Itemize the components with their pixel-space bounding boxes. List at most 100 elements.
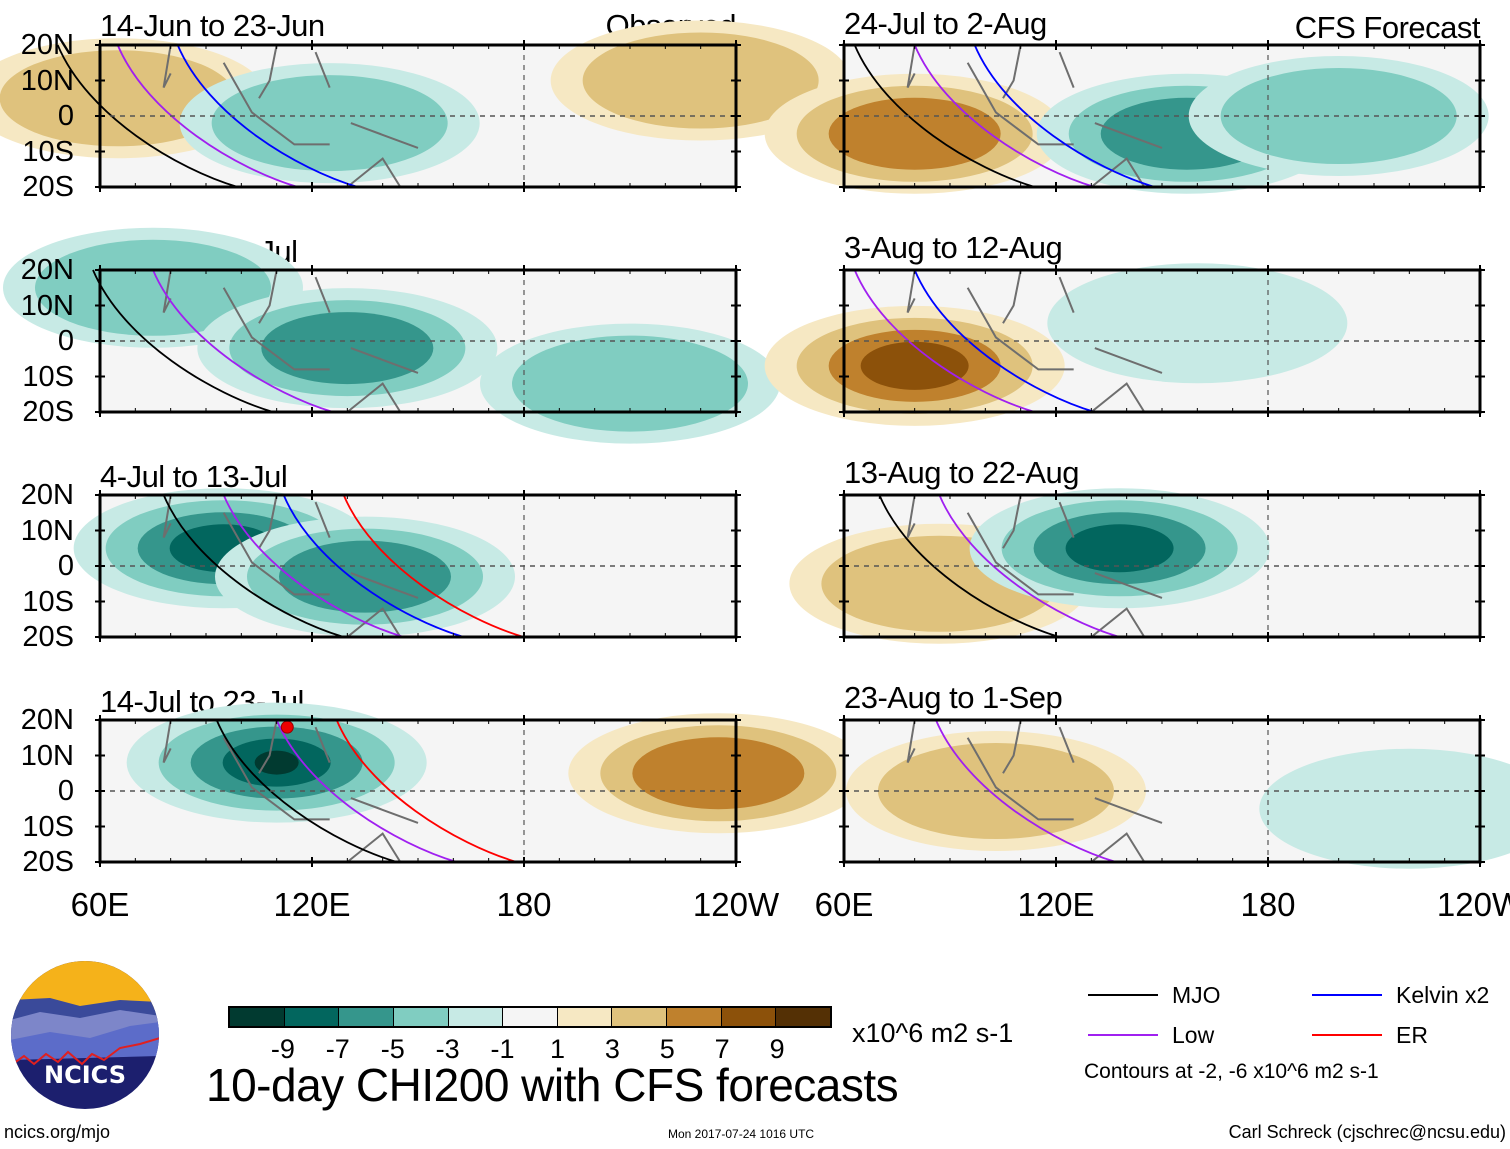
map-svg xyxy=(3,227,780,444)
y-tick-label: 10N xyxy=(20,514,74,547)
anomaly-region xyxy=(828,97,1001,170)
anomaly-region xyxy=(860,341,969,390)
contour-mjo xyxy=(853,44,1035,188)
y-tick-label: 20S xyxy=(22,171,74,203)
contour-mjo xyxy=(215,719,397,863)
y-tick-label: 10S xyxy=(22,810,74,843)
legend-item-mjo: MJO xyxy=(1088,980,1221,1010)
map-svg xyxy=(789,488,1485,644)
coastline xyxy=(162,494,419,638)
colorbar-swatch xyxy=(448,1008,504,1026)
map-panel xyxy=(764,40,1489,194)
y-tick-label: 10S xyxy=(22,135,74,168)
legend-item-low: Low xyxy=(1088,1020,1214,1050)
contour-low xyxy=(913,44,1095,188)
y-tick-label: 20N xyxy=(20,29,74,61)
y-tick-label: 10S xyxy=(22,585,74,618)
y-tick-label: 0 xyxy=(57,325,74,357)
contour-kelvin-x2 xyxy=(913,269,1095,413)
colorbar-swatch xyxy=(612,1008,668,1026)
x-tick-label: 120E xyxy=(1017,886,1095,923)
legend-line-low xyxy=(1088,1034,1158,1036)
x-tick-label: 60E xyxy=(814,886,874,923)
anomaly-region xyxy=(279,540,451,613)
panel-title: 3-Aug to 12-Aug xyxy=(844,230,1063,265)
colorbar-units: x10^6 m2 s-1 xyxy=(852,1018,1014,1048)
y-tick-label: 20N xyxy=(20,479,74,511)
timestamp: Mon 2017-07-24 1016 UTC xyxy=(668,1127,815,1141)
map-panel xyxy=(0,20,851,192)
x-tick-label: 60E xyxy=(70,886,130,923)
map-panel xyxy=(789,488,1485,644)
colorbar-tick-label: 5 xyxy=(659,1034,675,1064)
legend-label: ER xyxy=(1396,1021,1428,1048)
legend-line-er xyxy=(1312,1034,1382,1036)
anomaly-region xyxy=(582,32,819,129)
anomaly-region xyxy=(1065,524,1174,573)
legend-line-mjo xyxy=(1088,994,1158,996)
x-tick-label: 120W xyxy=(1436,886,1510,923)
colorbar-tick-label: -9 xyxy=(270,1034,295,1064)
colorbar-tick-label: 1 xyxy=(549,1034,565,1064)
colorbar xyxy=(228,1006,832,1028)
logo-text: NCICS xyxy=(44,1061,126,1089)
y-tick-label: 20S xyxy=(22,846,74,878)
coastline xyxy=(906,44,1163,188)
y-tick-label: 20S xyxy=(22,621,74,653)
anomaly-region xyxy=(1047,263,1348,384)
map-panel xyxy=(95,702,869,867)
colorbar-tick-label: -1 xyxy=(490,1034,515,1064)
anomaly-region xyxy=(632,737,805,810)
contour-mjo xyxy=(878,494,1060,638)
legend-line-kelvin xyxy=(1312,994,1382,996)
y-tick-label: 10N xyxy=(20,64,74,97)
panel-title: 4-Jul to 13-Jul xyxy=(100,459,288,494)
y-tick-label: 20S xyxy=(22,396,74,428)
coastline xyxy=(162,44,419,188)
anomaly-region xyxy=(512,335,748,432)
contour-kelvin-x2 xyxy=(282,494,464,638)
legend-label: MJO xyxy=(1172,981,1221,1008)
map-panel xyxy=(839,715,1510,869)
coastline xyxy=(906,719,1163,863)
contour-low xyxy=(152,269,334,413)
coastline xyxy=(162,269,419,413)
contour-er xyxy=(335,719,517,863)
contour-mjo xyxy=(162,494,344,638)
map-panel xyxy=(764,263,1485,426)
contour-kelvin-x2 xyxy=(973,44,1155,188)
colorbar-swatch xyxy=(776,1008,831,1026)
colorbar-tick-label: -3 xyxy=(435,1034,460,1064)
author-credit: Carl Schreck (cjschrec@ncsu.edu) xyxy=(1228,1122,1506,1142)
colorbar-tick-label: 7 xyxy=(714,1034,730,1064)
colorbar-swatch xyxy=(557,1008,613,1026)
contour-low xyxy=(853,269,1035,413)
panel-title: 24-Jul to 2-Aug xyxy=(844,6,1047,41)
y-tick-label: 0 xyxy=(57,775,74,807)
legend-item-kelvin: Kelvin x2 xyxy=(1312,980,1489,1010)
panel-title: 13-Aug to 22-Aug xyxy=(844,455,1080,490)
map-svg xyxy=(839,715,1510,869)
y-tick-label: 0 xyxy=(57,100,74,132)
map-svg xyxy=(0,20,851,192)
map-svg xyxy=(764,40,1489,194)
y-tick-label: 20N xyxy=(20,254,74,286)
y-tick-label: 10S xyxy=(22,360,74,393)
y-tick-label: 10N xyxy=(20,289,74,322)
colorbar-swatch xyxy=(284,1008,340,1026)
coastline xyxy=(906,494,1163,638)
x-tick-label: 120W xyxy=(692,886,780,923)
contour-er xyxy=(342,494,524,638)
anomaly-region xyxy=(1259,748,1510,869)
map-panel xyxy=(3,227,780,444)
anomaly-region xyxy=(211,75,448,172)
contour-low xyxy=(116,44,298,188)
colorbar-tick-label: -5 xyxy=(380,1034,405,1064)
map-svg xyxy=(73,488,741,642)
x-tick-label: 180 xyxy=(496,886,552,923)
colorbar-swatch xyxy=(339,1008,394,1026)
colorbar-tick-label: 3 xyxy=(604,1034,620,1064)
site-link[interactable]: ncics.org/mjo xyxy=(4,1122,111,1142)
panel-title: 14-Jun to 23-Jun xyxy=(100,8,325,43)
contour-mjo xyxy=(56,44,238,188)
